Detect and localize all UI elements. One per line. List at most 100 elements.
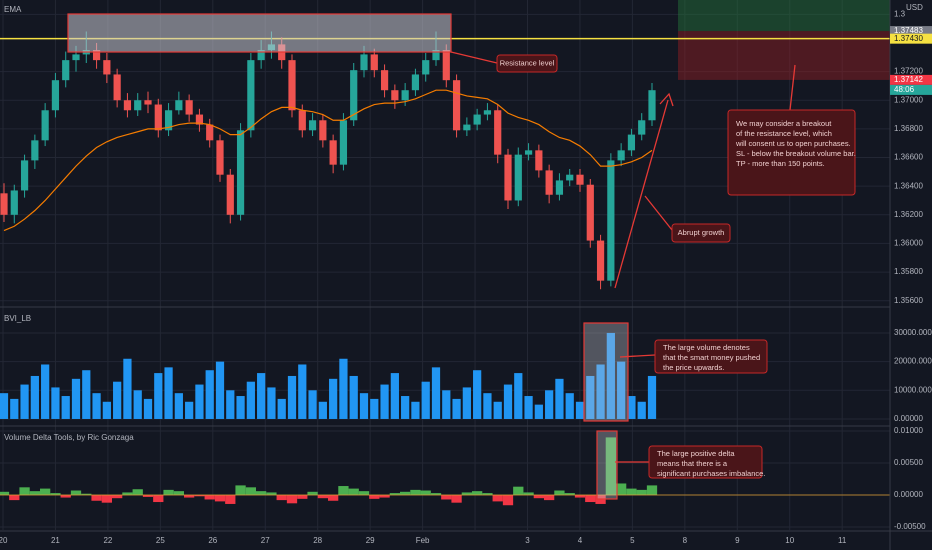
delta-bar xyxy=(245,487,256,495)
delta-bar xyxy=(266,492,277,495)
volume-bar xyxy=(483,393,492,419)
delta-bar xyxy=(430,493,442,495)
annotation-text: means that there is a xyxy=(657,459,728,468)
x-tick-label: 21 xyxy=(51,536,60,545)
delta-bar xyxy=(482,493,493,495)
x-tick-label: 11 xyxy=(838,536,847,545)
delta-bar xyxy=(544,494,555,501)
candle-body xyxy=(483,110,492,115)
delta-bar xyxy=(307,491,318,495)
annotation-text: Resistance level xyxy=(500,58,555,67)
delta-bar xyxy=(204,494,215,500)
x-tick-label: 27 xyxy=(261,536,270,545)
candle-body xyxy=(576,174,584,185)
candle-body xyxy=(432,50,440,61)
candle-body xyxy=(524,150,533,155)
volume-bar xyxy=(637,401,646,419)
volume-bar xyxy=(401,396,410,419)
volume-bar xyxy=(627,396,636,419)
delta-bar xyxy=(184,494,195,498)
delta-bar xyxy=(225,494,236,504)
delta-bar xyxy=(256,491,267,495)
candle-body xyxy=(62,60,70,81)
volume-bar xyxy=(318,401,327,419)
volume-bar xyxy=(329,378,338,419)
annotation-box xyxy=(654,339,768,374)
y-tick-label: 1.36200 xyxy=(894,210,923,219)
volume-bar xyxy=(102,401,111,419)
connector xyxy=(644,195,673,231)
volume-bar xyxy=(277,398,286,419)
candle-body xyxy=(452,80,461,131)
candle-body xyxy=(103,60,111,75)
delta-bar xyxy=(81,493,92,495)
volume-bar xyxy=(195,384,204,419)
x-tick-label: 4 xyxy=(578,536,583,545)
volume-bar xyxy=(113,381,122,419)
annotation-text: will consent us to open purchases. xyxy=(735,139,851,148)
volume-bar xyxy=(370,398,379,419)
delta-bar xyxy=(410,489,421,495)
delta-bar xyxy=(19,487,30,495)
candle-body xyxy=(596,240,605,281)
candle-body xyxy=(10,190,18,215)
volume-bar xyxy=(339,358,348,419)
volume-bar xyxy=(596,364,605,419)
candle-body xyxy=(545,170,553,195)
volume-bar xyxy=(586,375,595,419)
y-tick-label: 1.35800 xyxy=(894,267,923,276)
annotations: Resistance level We may consider a breako… xyxy=(496,54,856,479)
delta-bar xyxy=(513,486,524,495)
delta-bar xyxy=(91,494,102,501)
delta-bar xyxy=(122,492,133,495)
candle-body xyxy=(298,110,306,131)
price-tag-label: 1.37483 xyxy=(894,26,923,35)
candle-body xyxy=(185,100,193,115)
volume-bar xyxy=(92,393,101,419)
volume-bar xyxy=(123,358,132,419)
volume-bar xyxy=(524,396,533,419)
annotation-text: Abrupt growth xyxy=(678,228,725,237)
delta-bar xyxy=(173,491,184,495)
y-tick-label: 1.36400 xyxy=(894,181,923,190)
volume-bar xyxy=(462,387,471,419)
delta-bar xyxy=(328,494,339,501)
delta-bar xyxy=(112,494,123,499)
delta-bar xyxy=(235,485,246,495)
x-tick-label: 22 xyxy=(103,536,112,545)
y-tick-label: 1.37000 xyxy=(894,95,923,104)
x-tick-label: Feb xyxy=(416,536,430,545)
delta-bar xyxy=(389,493,400,495)
price-tag-label: 1.37430 xyxy=(894,34,923,43)
candle-body xyxy=(555,180,564,195)
volume-bar xyxy=(575,401,585,419)
currency: USD xyxy=(906,3,923,12)
volume-bar xyxy=(514,373,523,419)
candle-body xyxy=(360,54,368,71)
annotation-text: of the resistance level, which xyxy=(736,129,832,138)
candle-body xyxy=(195,114,204,125)
x-tick-label: 5 xyxy=(630,536,635,545)
candle-body xyxy=(206,124,214,141)
arrow-head xyxy=(659,92,674,107)
volume-bar xyxy=(390,373,399,419)
volume-label: BVI_LB xyxy=(4,314,31,323)
delta-bar xyxy=(194,494,205,497)
volume-bar xyxy=(473,370,482,419)
delta-bar xyxy=(420,490,431,495)
candle-body xyxy=(391,90,399,101)
delta-label: Volume Delta Tools, by Ric Gonzaga xyxy=(4,433,134,442)
volume-bar xyxy=(534,404,543,419)
annotation-text: We may consider a breakout xyxy=(736,119,832,128)
countdown: 48:06 xyxy=(894,85,915,94)
candle-body xyxy=(442,50,450,81)
volume-bar xyxy=(503,384,513,419)
y-tick-label: 30000.00000 xyxy=(894,328,932,337)
delta-bar xyxy=(317,494,328,499)
volume-bar xyxy=(257,373,266,419)
candle-body xyxy=(617,150,625,161)
candle-body xyxy=(401,90,409,101)
candle-body xyxy=(72,54,80,61)
delta-bar xyxy=(9,494,20,501)
